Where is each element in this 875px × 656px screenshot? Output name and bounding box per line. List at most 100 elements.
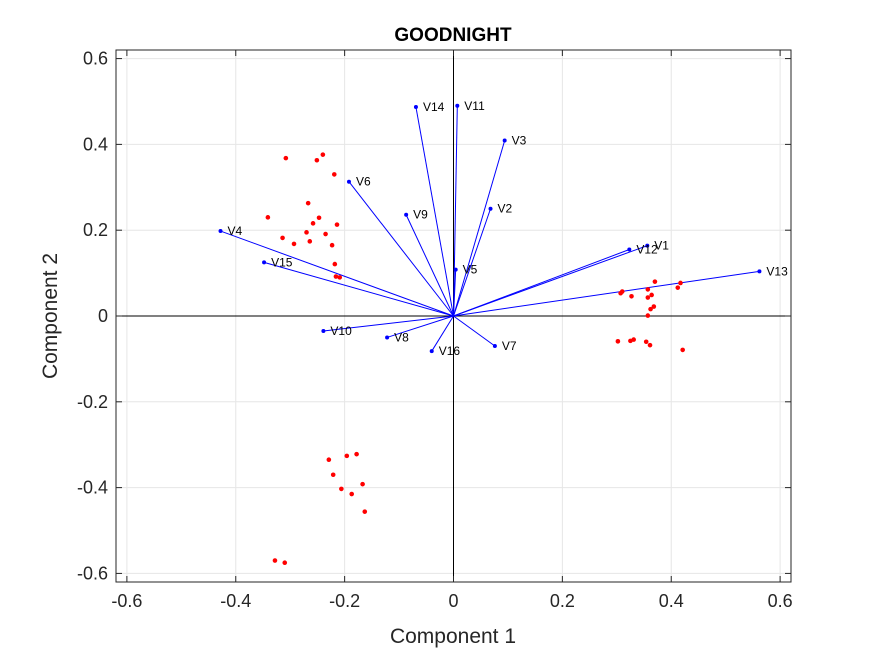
- vector-label-v7: V7: [502, 339, 517, 353]
- score-point: [645, 287, 651, 292]
- score-point: [326, 457, 332, 463]
- score-point: [329, 242, 335, 248]
- x-tick-label: -0.2: [329, 591, 360, 611]
- score-point: [615, 339, 621, 344]
- score-point: [282, 560, 288, 565]
- vector-label-v11: V11: [464, 99, 485, 113]
- score-point: [310, 221, 316, 226]
- x-tick-label: 0: [448, 591, 458, 611]
- y-tick-label: -0.6: [77, 563, 108, 583]
- score-point: [354, 451, 359, 457]
- score-point: [628, 338, 633, 344]
- score-point: [651, 304, 657, 309]
- score-point: [337, 275, 343, 280]
- score-point: [314, 157, 320, 163]
- vector-marker-v3: [502, 138, 507, 143]
- score-point: [334, 222, 340, 227]
- x-tick-label: 0.2: [550, 591, 575, 611]
- y-axis-label: Component 2: [39, 253, 62, 379]
- vector-line-v2: [453, 208, 491, 317]
- vector-marker-v14: [413, 105, 418, 110]
- chart-title: GOODNIGHT: [394, 25, 512, 46]
- score-point: [280, 235, 285, 241]
- vector-line-v14: [415, 106, 454, 317]
- y-tick-label: -0.2: [77, 392, 108, 412]
- vector-label-v4: V4: [228, 224, 243, 238]
- vector-label-v13: V13: [766, 264, 788, 278]
- score-point: [675, 285, 681, 290]
- x-tick-label: 0.4: [659, 591, 684, 611]
- score-point: [648, 306, 653, 312]
- x-tick-label: -0.6: [111, 591, 142, 611]
- vector-marker-v12: [627, 247, 632, 252]
- vector-line-v8: [386, 315, 454, 338]
- score-point: [331, 172, 337, 177]
- score-point: [330, 472, 336, 478]
- vector-label-v1: V1: [654, 239, 669, 253]
- score-point: [618, 290, 623, 296]
- vector-label-v14: V14: [423, 100, 445, 114]
- y-tick-label: -0.4: [77, 478, 108, 498]
- vector-line-v11: [453, 105, 458, 317]
- x-tick-label: -0.4: [220, 591, 251, 611]
- score-points: [265, 152, 685, 565]
- score-point: [362, 509, 368, 514]
- vector-line-v6: [348, 181, 454, 317]
- score-point: [307, 239, 313, 244]
- vector-label-v5: V5: [463, 263, 478, 277]
- vector-label-v2: V2: [498, 202, 513, 216]
- x-axis-label: Component 1: [390, 625, 516, 648]
- vector-marker-v10: [321, 329, 326, 334]
- y-tick-label: 0.4: [83, 134, 108, 154]
- vector-marker-v16: [429, 349, 434, 354]
- x-tick-label: 0.6: [768, 591, 793, 611]
- vector-label-v8: V8: [394, 330, 409, 344]
- vector-label-v9: V9: [413, 208, 428, 222]
- score-point: [643, 339, 649, 345]
- score-point: [305, 200, 311, 206]
- score-point: [645, 313, 651, 318]
- vector-marker-v13: [757, 269, 762, 274]
- vector-marker-v8: [385, 335, 390, 340]
- score-point: [647, 342, 653, 348]
- score-point: [323, 231, 328, 237]
- vector-line-v16: [431, 315, 454, 352]
- score-point: [339, 486, 344, 492]
- score-point: [349, 491, 355, 497]
- ticks: -0.6 -0.4 -0.2 0 0.2 0.4 0.6 -0.6 -0.4 -0.2 0 0.2 0.…: [77, 49, 793, 611]
- vector-line-v15: [263, 261, 454, 317]
- y-tick-label: 0.2: [83, 220, 108, 240]
- score-point: [332, 261, 338, 267]
- vector-marker-v4: [218, 229, 223, 234]
- vector-marker-v11: [455, 103, 460, 108]
- score-point: [649, 292, 654, 298]
- vector-label-v12: V12: [636, 243, 658, 257]
- score-point: [283, 155, 289, 161]
- score-point: [680, 347, 685, 353]
- score-point: [678, 280, 683, 286]
- score-point: [265, 215, 271, 220]
- score-point: [344, 453, 350, 459]
- vector-line-v3: [453, 140, 506, 317]
- vector-label-v16: V16: [439, 344, 461, 358]
- vector-label-v6: V6: [356, 175, 371, 189]
- vector-line-v4: [220, 230, 454, 317]
- score-point: [272, 558, 278, 563]
- score-point: [629, 293, 634, 299]
- y-tick-label: 0: [98, 306, 108, 326]
- vector-marker-v15: [262, 260, 267, 265]
- score-point: [291, 241, 297, 247]
- vector-marker-v7: [492, 344, 497, 349]
- score-point: [316, 215, 322, 221]
- vector-line-v12: [453, 249, 630, 317]
- score-point: [360, 481, 365, 487]
- loading-vectors: V1 V2 V3 V4 V5 V6 V7 V8 V9 V10 V11 V12 V13 V14 V15 V16: [218, 99, 788, 358]
- score-point: [304, 230, 309, 235]
- score-point: [320, 152, 326, 157]
- vector-label-v15: V15: [271, 255, 293, 269]
- vector-line-v9: [405, 214, 454, 317]
- score-point: [645, 295, 651, 300]
- vector-label-v3: V3: [512, 134, 527, 148]
